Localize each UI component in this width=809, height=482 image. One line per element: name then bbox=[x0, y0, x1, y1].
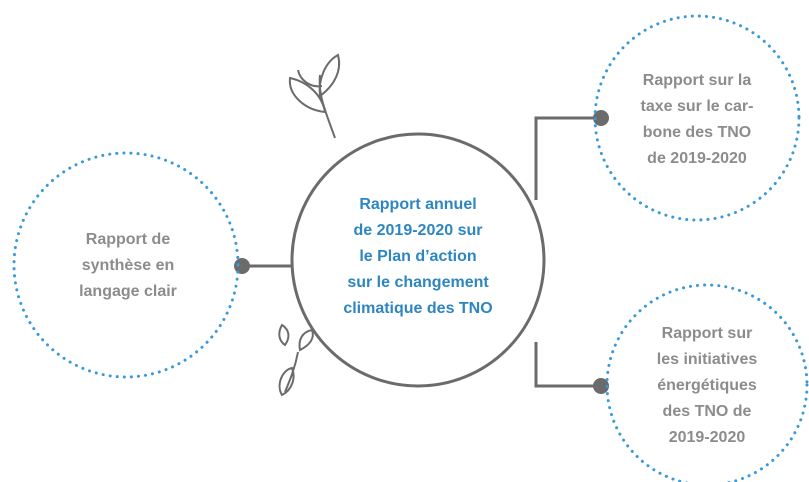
node-label: énergétiques bbox=[657, 377, 757, 394]
node-label: Rapport annuel bbox=[359, 196, 476, 213]
node-label: Rapport sur la bbox=[643, 72, 752, 89]
node-label: Rapport sur bbox=[662, 325, 753, 342]
node-label: synthèse en bbox=[82, 257, 174, 274]
connector bbox=[536, 342, 600, 386]
node-label: bone des TNO bbox=[643, 124, 751, 141]
node-label: le Plan d’action bbox=[359, 248, 476, 265]
diagram: Rapport annuel de 2019-2020 sur le Plan d’… bbox=[0, 0, 809, 482]
node-label: climatique des TNO bbox=[343, 300, 492, 317]
connector bbox=[536, 118, 600, 200]
node-label: sur le changement bbox=[347, 274, 489, 291]
node-label: langage clair bbox=[79, 283, 177, 300]
node-label: taxe sur le car- bbox=[641, 98, 754, 115]
dotted-circle bbox=[595, 16, 799, 220]
labels: Rapport annuel de 2019-2020 sur le Plan d’… bbox=[79, 72, 757, 446]
node-label: Rapport de bbox=[86, 231, 171, 248]
node-label: 2019-2020 bbox=[669, 429, 746, 446]
node-label: de 2019-2020 sur bbox=[354, 222, 483, 239]
node-label: des TNO de bbox=[663, 403, 752, 420]
node-label: de 2019-2020 bbox=[647, 150, 747, 167]
node-label: les initiatives bbox=[657, 351, 758, 368]
